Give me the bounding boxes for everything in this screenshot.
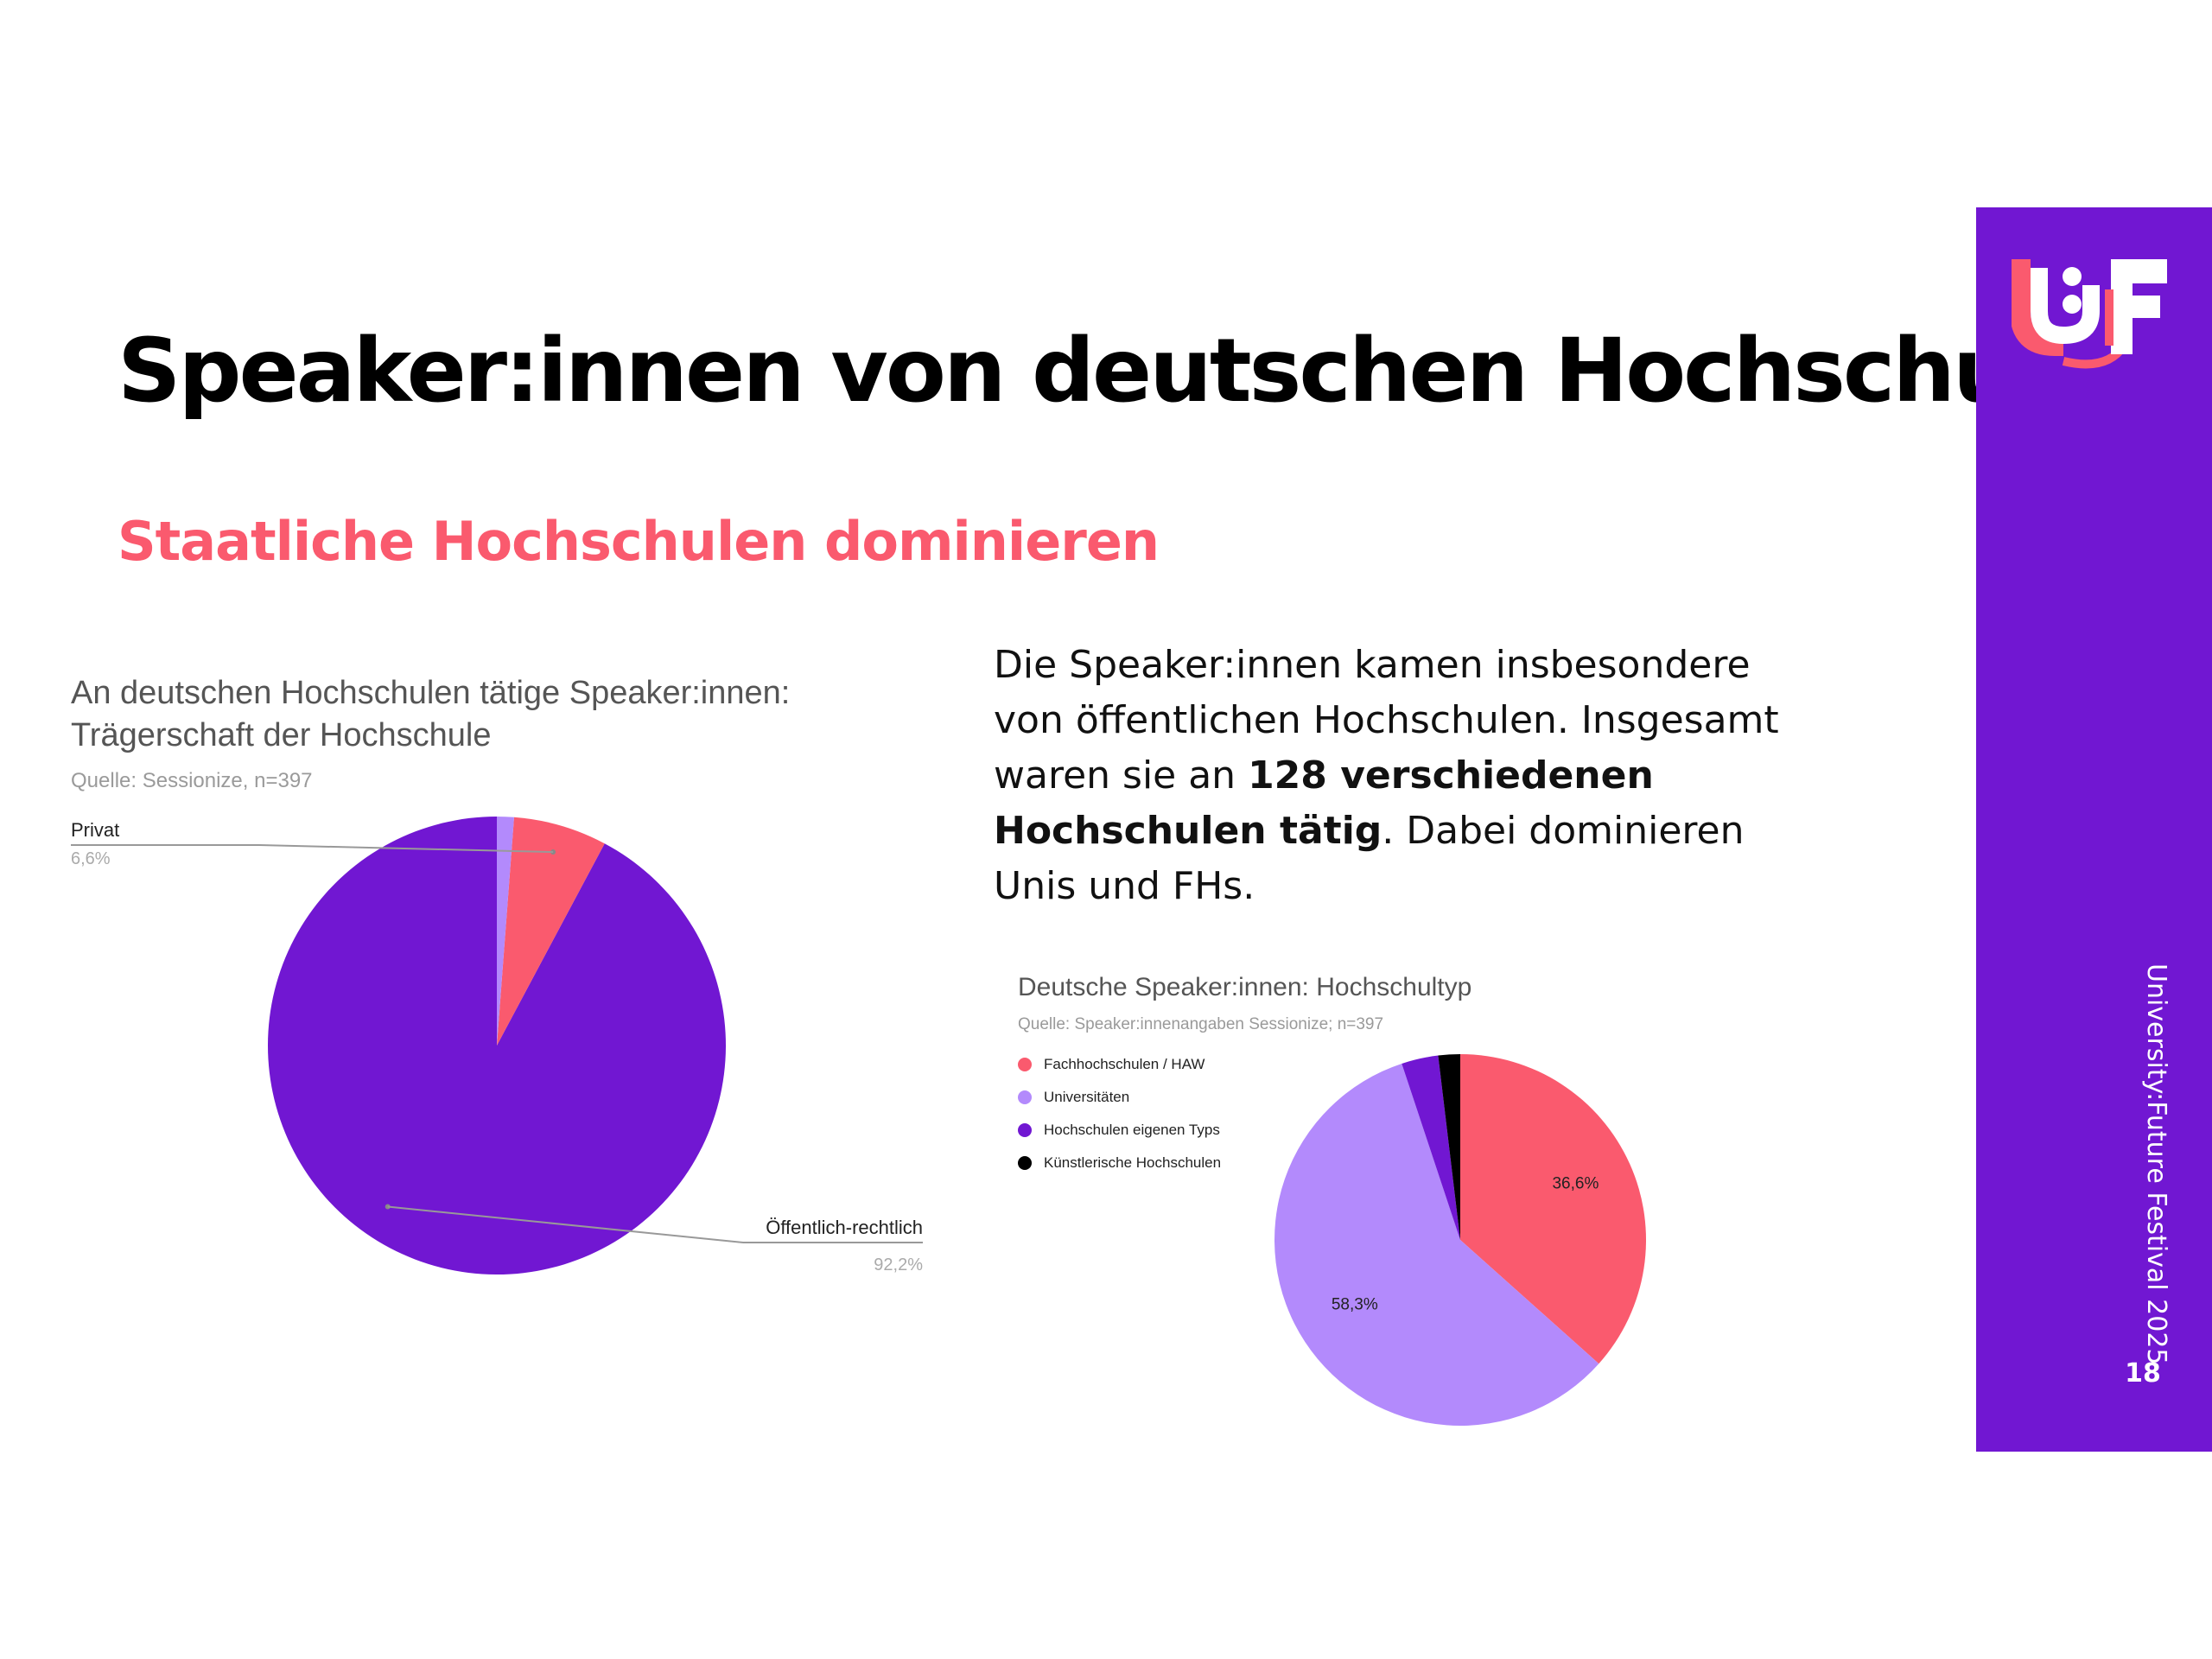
legend-dot (1018, 1156, 1032, 1170)
legend-dot (1018, 1058, 1032, 1071)
sidebar (1976, 207, 2212, 1452)
chart1-source: Quelle: Sessionize, n=397 (71, 769, 313, 792)
callout-label: Privat (71, 819, 119, 841)
legend-item-fachhochschulen: Fachhochschulen / HAW (1018, 1048, 1221, 1081)
legend-item-eigener-typ: Hochschulen eigenen Typs (1018, 1114, 1221, 1147)
callout-line (387, 1205, 923, 1243)
page-number: 18 (2125, 1358, 2161, 1389)
chart2-legend: Fachhochschulen / HAW Universitäten Hoch… (1018, 1048, 1221, 1179)
uf-logo-icon (2010, 259, 2167, 369)
festival-name: University:Future Festival 2025 (2141, 963, 2171, 1365)
slide-subtitle: Staatliche Hochschulen dominieren (118, 510, 1160, 573)
legend-label: Fachhochschulen / HAW (1044, 1056, 1205, 1072)
chart2-source: Quelle: Speaker:innenangaben Sessionize;… (1018, 1015, 1384, 1033)
body-text-part1: Die Speaker:innen kamen insbesondere von… (994, 643, 1779, 798)
legend-label: Hochschulen eigenen Typs (1044, 1122, 1220, 1138)
charts-canvas: Öffentlich-rechtlich 92,2% Privat 6,6% 36,6%… (71, 817, 1646, 1426)
callout-line (71, 844, 554, 854)
body-text-bold: 128 verschiedenen Hochschulen tätig (994, 753, 1654, 853)
chart1-slice-1 (497, 817, 605, 1046)
chart2-slice-0 (1460, 1054, 1646, 1364)
body-text-part2: . Dabei dominieren Unis und FHs. (994, 809, 1745, 908)
legend-label: Universitäten (1044, 1089, 1130, 1105)
legend-dot (1018, 1090, 1032, 1104)
legend-label: Künstlerische Hochschulen (1044, 1154, 1222, 1171)
slide-title: Speaker:innen von deutschen Hochschulen (118, 320, 2160, 423)
uf-logo (2010, 251, 2176, 376)
callout-value: 92,2% (874, 1255, 923, 1274)
legend-dot (1018, 1123, 1032, 1137)
legend-item-kuenstlerisch: Künstlerische Hochschulen (1018, 1147, 1221, 1179)
callout-label: Öffentlich-rechtlich (766, 1217, 923, 1238)
slice-label: 36,6% (1552, 1174, 1599, 1192)
chart1-slice-2 (497, 817, 514, 1046)
slice-label: 58,3% (1332, 1295, 1378, 1313)
legend-item-universitaeten: Universitäten (1018, 1081, 1221, 1114)
chart2-slice-3 (1438, 1054, 1460, 1240)
body-text: Die Speaker:innen kamen insbesondere von… (994, 638, 1823, 914)
chart2-slice-2 (1402, 1055, 1460, 1240)
chart1-title: An deutschen Hochschulen tätige Speaker:… (71, 675, 791, 753)
chart2-title: Deutsche Speaker:innen: Hochschultyp (1018, 973, 1472, 1001)
chart2-slice-1 (1274, 1063, 1599, 1426)
chart1-slice-0 (268, 817, 727, 1275)
callout-value: 6,6% (71, 849, 111, 868)
